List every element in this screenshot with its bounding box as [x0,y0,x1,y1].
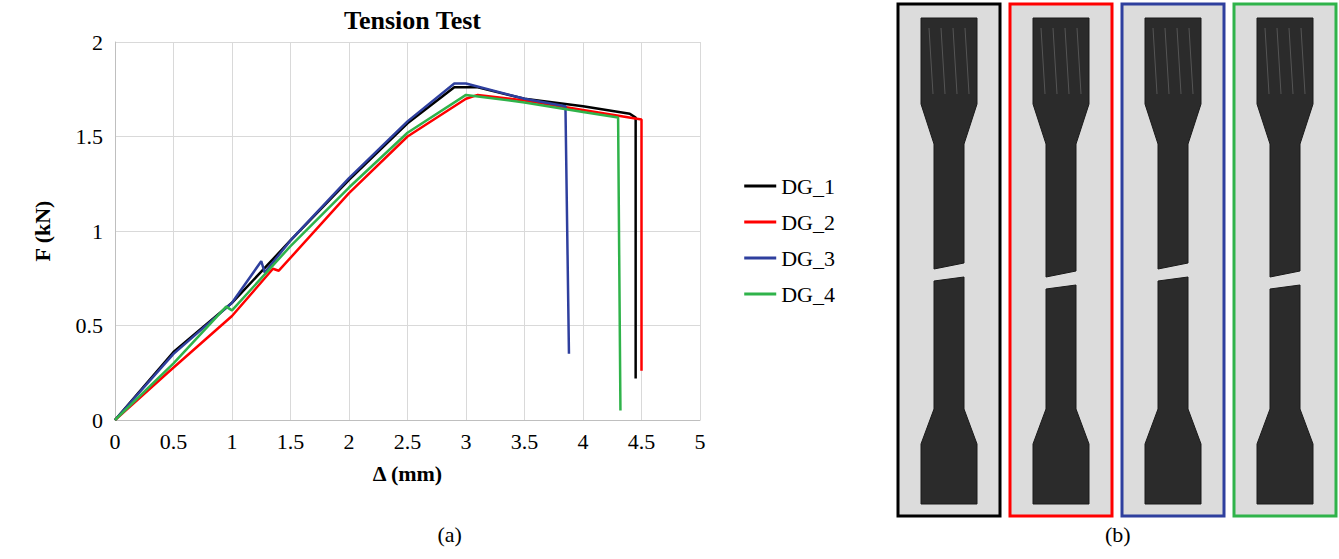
svg-text:1: 1 [92,219,103,244]
svg-text:3: 3 [461,429,472,454]
svg-text:3.5: 3.5 [511,429,539,454]
svg-text:1: 1 [227,429,238,454]
svg-text:0.5: 0.5 [160,429,188,454]
svg-text:DG_1: DG_1 [781,174,835,199]
svg-text:5: 5 [695,429,706,454]
svg-text:0: 0 [110,429,121,454]
html-text:(b): (b) [1105,522,1131,547]
svg-text:Δ (mm): Δ (mm) [373,461,442,486]
svg-text:4.5: 4.5 [628,429,656,454]
svg-text:0.5: 0.5 [76,313,104,338]
svg-text:1.5: 1.5 [76,124,104,149]
svg-text:DG_4: DG_4 [781,282,835,307]
svg-text:DG_2: DG_2 [781,210,835,235]
svg-text:4: 4 [578,429,589,454]
svg-text:Tension Test: Tension Test [344,6,481,35]
svg-text:0: 0 [92,408,103,433]
html-text:(a): (a) [437,522,462,547]
svg-text:DG_3: DG_3 [781,246,835,271]
svg-text:2.5: 2.5 [394,429,422,454]
svg-text:2: 2 [92,30,103,55]
svg-text:1.5: 1.5 [277,429,305,454]
svg-text:2: 2 [344,429,355,454]
svg-text:F (kN): F (kN) [30,201,55,262]
